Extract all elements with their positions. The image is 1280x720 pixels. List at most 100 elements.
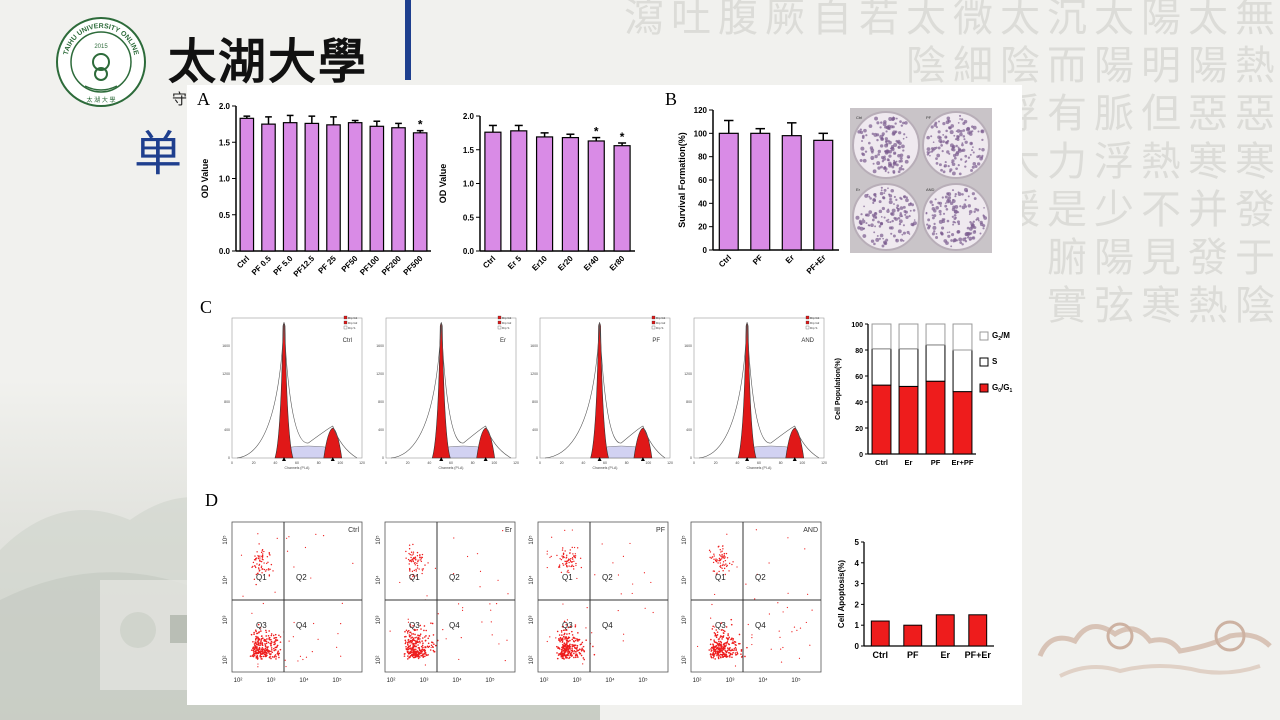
colony (877, 166, 880, 169)
flow-event (411, 649, 413, 651)
flow-event (422, 637, 424, 639)
flow-event (779, 637, 780, 638)
flow-event (565, 657, 567, 659)
flow-event (293, 566, 294, 567)
colony (880, 192, 884, 196)
flow-event (718, 546, 719, 547)
colony (887, 208, 889, 210)
histogram-y-tick: 1200 (530, 372, 538, 376)
flow-event (253, 632, 255, 634)
flow-plot-frame (538, 522, 668, 672)
flow-event (580, 558, 581, 559)
colony (974, 230, 976, 232)
colony (965, 240, 967, 242)
flow-event (425, 653, 427, 655)
flow-event (562, 657, 564, 659)
flow-event (602, 543, 603, 544)
colony (953, 217, 956, 220)
colony (881, 187, 883, 189)
x-tick-label: Ctrl (873, 650, 889, 660)
colony (952, 208, 955, 211)
flow-event (738, 643, 740, 645)
colony (892, 117, 895, 120)
colony (899, 212, 901, 214)
legend-label: Dip S (656, 326, 663, 330)
colony (936, 233, 938, 235)
flow-event (579, 648, 581, 650)
flow-event (735, 641, 737, 643)
flow-event (727, 633, 729, 635)
flow-event (481, 621, 482, 622)
y-axis-title: Survival Formation(%) (677, 132, 687, 228)
colony (978, 155, 981, 158)
flow-event (592, 646, 594, 648)
flow-event (618, 574, 619, 575)
flow-event (417, 561, 418, 562)
flow-event (256, 655, 258, 657)
histogram-x-title: Channels (PI-A) (285, 466, 310, 470)
colony (865, 134, 867, 136)
legend-swatch (344, 321, 347, 324)
quadrant-label: Q2 (449, 573, 460, 582)
flow-event (273, 656, 275, 658)
colony (955, 167, 958, 170)
x-tick-label: Er10 (530, 254, 549, 273)
flow-event (713, 650, 715, 652)
quadrant-label: Q3 (715, 621, 726, 630)
flow-event (432, 646, 434, 648)
flow-event (418, 568, 419, 569)
flow-event (716, 635, 718, 637)
flow-event (271, 647, 273, 649)
flow-event (415, 569, 416, 570)
colony (898, 131, 901, 134)
y-tick-label: 1.0 (463, 180, 475, 189)
histogram-label: Ctrl (343, 338, 352, 344)
flow-event (769, 613, 770, 614)
flow-event (718, 641, 720, 643)
flow-event (723, 635, 725, 637)
legend-swatch (806, 326, 809, 329)
colony (881, 189, 883, 191)
flow-event (783, 611, 784, 612)
colony (940, 144, 943, 147)
flow-event (751, 644, 752, 645)
flow-event (405, 643, 407, 645)
stacked-segment (953, 350, 972, 392)
flow-event (629, 543, 630, 544)
x-tick-label: Ctrl (875, 458, 888, 467)
flow-event (709, 557, 710, 558)
y-log-tick: 10³ (223, 616, 229, 625)
flow-event (435, 645, 437, 647)
calligraphy-column: 瀉 (621, 0, 667, 42)
colony (879, 126, 881, 128)
flow-event (273, 648, 275, 650)
flow-event (414, 651, 416, 653)
colony-plates-photo: Ctrl PFEr AND (850, 108, 992, 253)
flow-event (717, 562, 718, 563)
colony (873, 198, 875, 200)
flow-event (574, 547, 575, 548)
y-tick-label: 80 (698, 153, 707, 162)
y-tick-label: 5 (855, 538, 860, 547)
flow-event (561, 559, 562, 560)
flow-event (721, 551, 722, 552)
flow-event (573, 556, 574, 557)
histogram-x-tick: 60 (449, 461, 453, 465)
histogram-y-tick: 800 (378, 400, 384, 404)
flow-event (724, 568, 725, 569)
flow-event (315, 534, 316, 535)
flow-event (716, 642, 718, 644)
flow-event (422, 570, 423, 571)
colony (869, 197, 872, 200)
flow-plot-label: Ctrl (348, 527, 359, 534)
flow-event (255, 558, 256, 559)
flow-event (274, 637, 276, 639)
flow-event (724, 631, 726, 633)
flow-event (433, 650, 435, 652)
flow-event (811, 610, 812, 611)
x-log-tick: 10⁵ (332, 677, 342, 684)
flow-event (796, 630, 797, 631)
colony (950, 239, 953, 242)
y-tick-label: 80 (855, 348, 863, 355)
flow-event (261, 552, 262, 553)
